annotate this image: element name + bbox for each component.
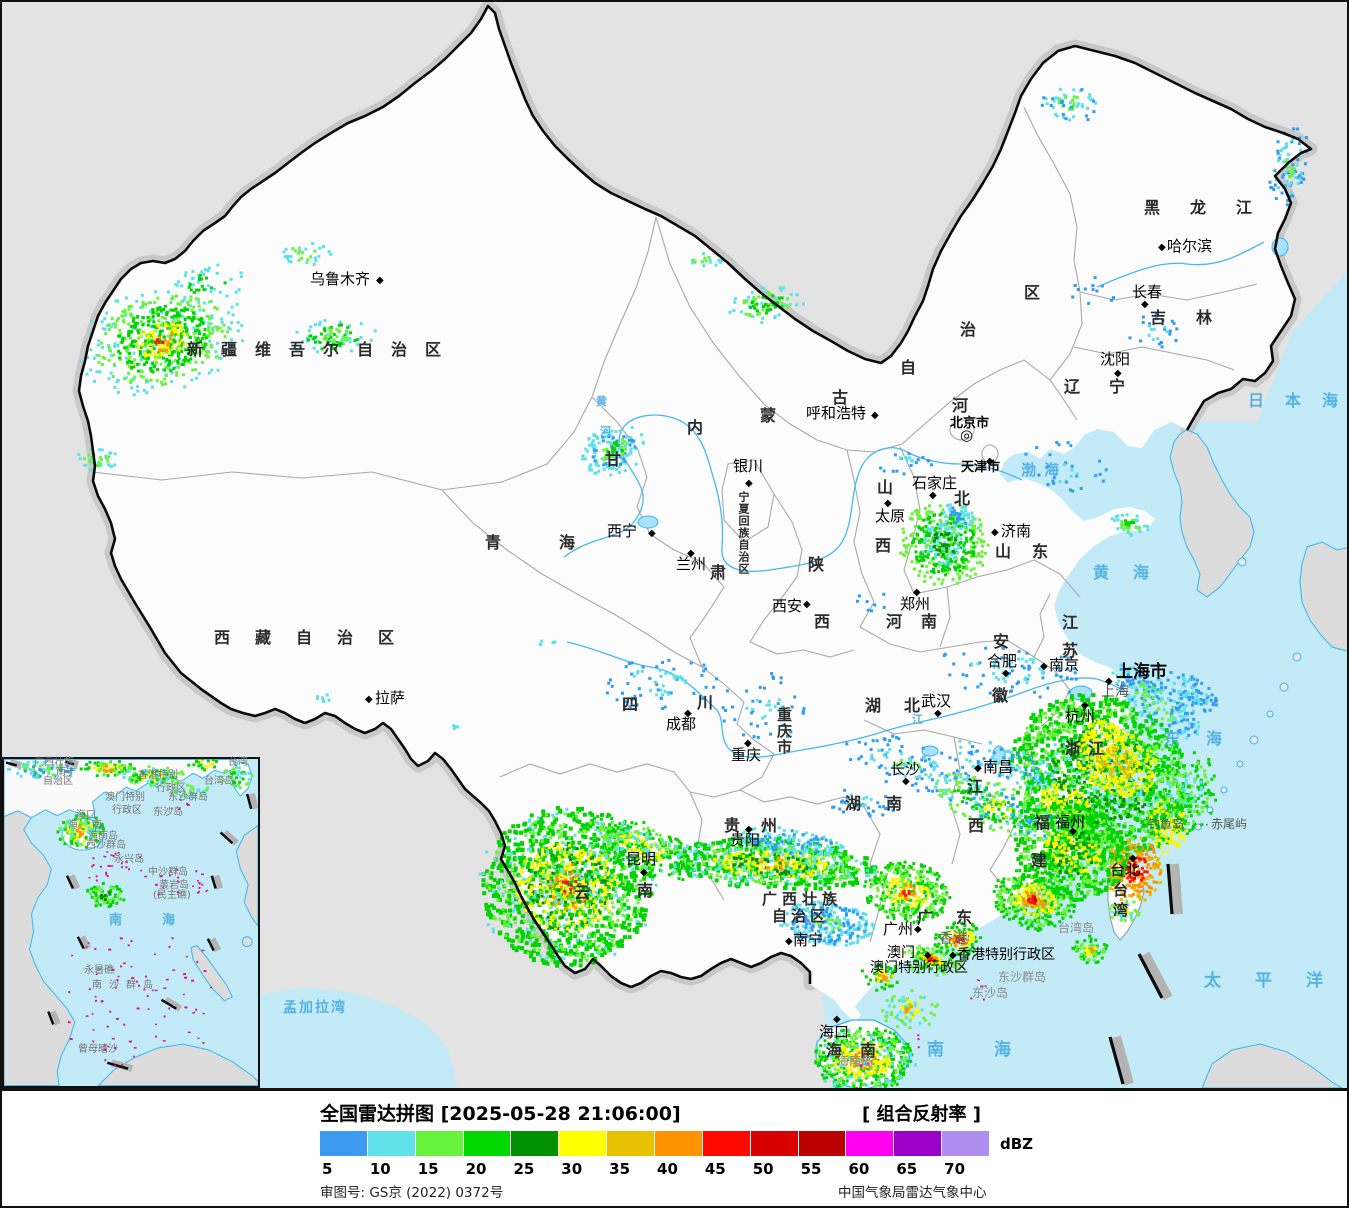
legend-swatch-60 (846, 1131, 895, 1156)
product-label: [ 组合反射率 ] (862, 1104, 981, 1125)
legend-value: 30 (561, 1160, 583, 1178)
colorbar (320, 1131, 991, 1156)
legend-value: 10 (369, 1160, 391, 1178)
legend-panel: 全国雷达拼图 [2025-05-28 21:06:00] [ 组合反射率 ] 5… (2, 1088, 1347, 1206)
legend-value: 40 (657, 1160, 678, 1178)
inset-radar-echo-layer (7, 759, 254, 908)
legend-value: 65 (896, 1160, 918, 1178)
legend-value: 70 (944, 1160, 966, 1178)
inset-palawan (190, 945, 234, 1002)
province-borders (91, 106, 1258, 943)
legend-swatch-65 (894, 1131, 943, 1156)
legend-swatch-15 (415, 1131, 464, 1156)
legend-value: 15 (417, 1160, 439, 1178)
japan-islands (1299, 541, 1347, 652)
legend-swatch-40 (655, 1131, 703, 1156)
approval-number: 审图号: GS京 (2022) 0372号 (320, 1185, 504, 1201)
legend-swatch-20 (463, 1131, 512, 1156)
legend-swatch-30 (559, 1131, 608, 1156)
inset-philippines (235, 824, 258, 927)
ryukyu-islands (1194, 557, 1302, 831)
nine-dash-line-layer (1108, 863, 1183, 1086)
legend-value: 35 (609, 1160, 631, 1178)
legend-swatch-10 (367, 1131, 416, 1156)
legend-value: 5 (322, 1160, 333, 1178)
bay-of-bengal (230, 987, 457, 1088)
legend-value: 60 (848, 1160, 870, 1178)
legend-value: 55 (800, 1160, 822, 1178)
rivers (563, 241, 1265, 758)
national-border (77, 4, 1313, 989)
legend-swatch-70 (942, 1131, 991, 1156)
island-marker-layer (917, 979, 987, 1049)
korea-peninsula (1169, 429, 1255, 598)
legend-value: 45 (704, 1160, 726, 1178)
dbz-unit: dBZ (1000, 1135, 1034, 1153)
inset-nine-dash-layer (5, 759, 258, 1073)
radar-echo-layer (77, 87, 1311, 1088)
colorbar-values: 5 10 15 20 25 30 35 40 45 50 55 60 65 70 (320, 1160, 1020, 1178)
legend-swatch-50 (750, 1131, 799, 1156)
legend-swatch-55 (798, 1131, 847, 1156)
luzon (1201, 1043, 1343, 1088)
inset-mindoro (241, 936, 253, 948)
credit: 中国气象局雷达气象中心 (838, 1185, 987, 1201)
south-china-sea-inset (2, 757, 260, 1088)
legend-value: 50 (752, 1160, 774, 1178)
map-title: 全国雷达拼图 [2025-05-28 21:06:00] (320, 1103, 681, 1125)
legend-swatch-45 (702, 1131, 751, 1156)
inset-borneo (97, 1043, 258, 1086)
legend-swatch-25 (511, 1131, 560, 1156)
china-landmass (79, 6, 1311, 1023)
legend-value: 20 (465, 1160, 487, 1178)
inset-island-marker-layer (67, 799, 213, 1067)
legend-value: 25 (513, 1160, 535, 1178)
legend-swatch-5 (320, 1131, 368, 1156)
legend-swatch-35 (607, 1131, 656, 1156)
